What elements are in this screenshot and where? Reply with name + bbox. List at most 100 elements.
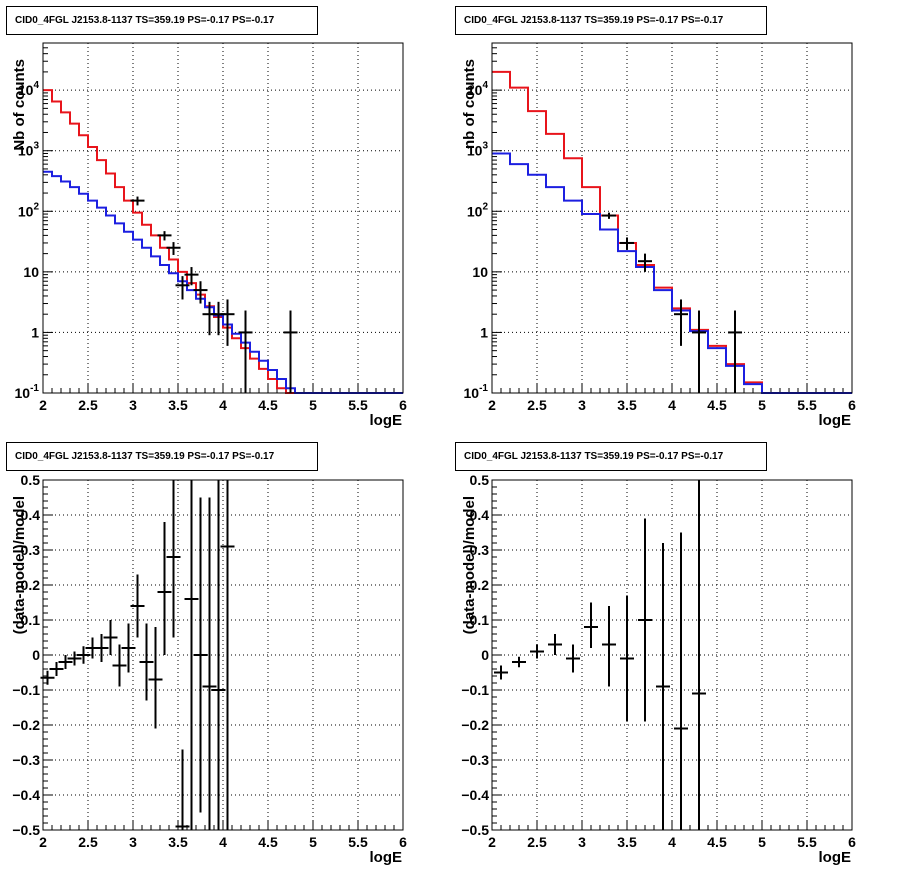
plot-frame [42, 479, 404, 831]
plot-frame [42, 42, 404, 394]
x-tick-label: 2 [488, 834, 496, 850]
y-tick-label: 0.5 [21, 472, 41, 488]
y-tick-label: 10 [472, 264, 488, 280]
data-point [148, 627, 163, 729]
y-tick-label: −0.1 [12, 682, 40, 698]
data-point [238, 310, 253, 393]
y-tick-label: −0.2 [12, 717, 40, 733]
x-axis-label: logE [370, 849, 403, 866]
data-point [620, 595, 634, 722]
chart-panel-1: 2 2.5 3 3.5 4 4.5 5 5.5 6 10-1 1 10 102 103 104 logE Nb … [11, 42, 407, 429]
data-point [175, 749, 190, 830]
y-tick-label: 10-1 [464, 383, 489, 401]
y-tick-label: 0 [481, 647, 489, 663]
data-point [193, 497, 208, 813]
chart-title: CID0_4FGL J2153.8-1137 TS=359.19 PS=-0.1… [455, 442, 767, 471]
y-tick-label: 103 [18, 141, 40, 159]
data-point [76, 646, 91, 664]
y-tick-label: −0.4 [12, 787, 40, 803]
x-tick-label: 5 [309, 834, 317, 850]
y-tick-label: 10-1 [15, 383, 40, 401]
y-tick-label: −0.2 [461, 717, 489, 733]
data-point [283, 310, 298, 393]
y-tick-label: 102 [18, 201, 40, 219]
data-point [674, 532, 688, 830]
y-axis-label: (data-model)/model [461, 496, 478, 634]
x-tick-label: 4.5 [707, 834, 727, 850]
x-tick-label: 3.5 [168, 834, 188, 850]
x-axis-label: logE [819, 849, 852, 866]
data-point [494, 665, 508, 680]
x-tick-label: 6 [399, 834, 407, 850]
y-tick-label: 0.3 [21, 542, 41, 558]
data-point [530, 644, 544, 659]
y-tick-label: 0.4 [21, 507, 41, 523]
model-background-histogram [492, 152, 852, 394]
y-tick-label: 104 [18, 80, 40, 98]
y-tick-label: 0.5 [470, 472, 490, 488]
data-point [103, 620, 118, 655]
x-tick-label: 6 [848, 834, 856, 850]
data-point [166, 480, 181, 638]
y-tick-label: 104 [467, 80, 489, 98]
y-tick-label: 1 [31, 324, 39, 340]
x-tick-label: 5.5 [797, 834, 817, 850]
x-tick-label: 4 [668, 834, 676, 850]
x-tick-label: 4.5 [707, 397, 727, 413]
x-tick-label: 2 [39, 397, 47, 413]
y-axis-label: nb of counts [461, 59, 478, 149]
y-tick-label: 0.4 [470, 507, 490, 523]
x-tick-label: 3 [129, 397, 137, 413]
x-tick-label: 5 [758, 397, 766, 413]
chart-title: CID0_4FGL J2153.8-1137 TS=359.19 PS=-0.1… [455, 6, 767, 35]
y-tick-label: 0.1 [470, 612, 490, 628]
x-tick-label: 6 [848, 397, 856, 413]
data-point [175, 276, 190, 300]
y-tick-label: −0.3 [12, 752, 40, 768]
data-point [157, 231, 172, 241]
data-point [211, 480, 226, 830]
data-point [728, 310, 742, 393]
y-tick-label: −0.5 [461, 822, 489, 838]
y-tick-label: 102 [467, 201, 489, 219]
data-point [620, 237, 634, 250]
x-tick-label: 5.5 [348, 834, 368, 850]
x-tick-label: 5.5 [797, 397, 817, 413]
x-tick-label: 3 [129, 834, 137, 850]
data-point [58, 655, 73, 669]
data-point [121, 623, 136, 673]
chart-panel-2: 2 2.5 3 3.5 4 4.5 5 5.5 6 10-1 1 10 102 103 104 logE nb … [461, 42, 856, 429]
x-tick-label: 4.5 [258, 834, 278, 850]
plot-frame [491, 479, 853, 831]
x-tick-label: 2.5 [527, 397, 547, 413]
y-axis-label: Nb of counts [11, 59, 28, 151]
x-tick-label: 3.5 [617, 834, 637, 850]
data-point [584, 602, 598, 648]
data-point [692, 310, 706, 393]
x-tick-label: 2 [39, 834, 47, 850]
x-tick-label: 4.5 [258, 397, 278, 413]
data-point [602, 606, 616, 687]
y-tick-label: 0.2 [470, 577, 490, 593]
data-point [566, 644, 580, 673]
data-point [638, 253, 652, 272]
x-tick-label: 3 [578, 834, 586, 850]
x-tick-label: 5 [758, 834, 766, 850]
data-point [94, 634, 109, 662]
data-point [130, 196, 145, 206]
data-point [184, 480, 199, 830]
data-point [139, 623, 154, 701]
data-point [220, 480, 235, 830]
x-tick-label: 4 [668, 397, 676, 413]
y-axis-label: (data-model)/model [11, 496, 28, 634]
x-axis-label: logE [370, 412, 403, 429]
x-tick-label: 4 [219, 397, 227, 413]
chart-title: CID0_4FGL J2153.8-1137 TS=359.19 PS=-0.1… [6, 6, 318, 35]
y-tick-label: −0.3 [461, 752, 489, 768]
data-point [656, 543, 670, 830]
data-point [130, 574, 145, 638]
data-point [220, 299, 235, 346]
y-tick-label: 103 [467, 141, 489, 159]
data-point [166, 242, 181, 255]
